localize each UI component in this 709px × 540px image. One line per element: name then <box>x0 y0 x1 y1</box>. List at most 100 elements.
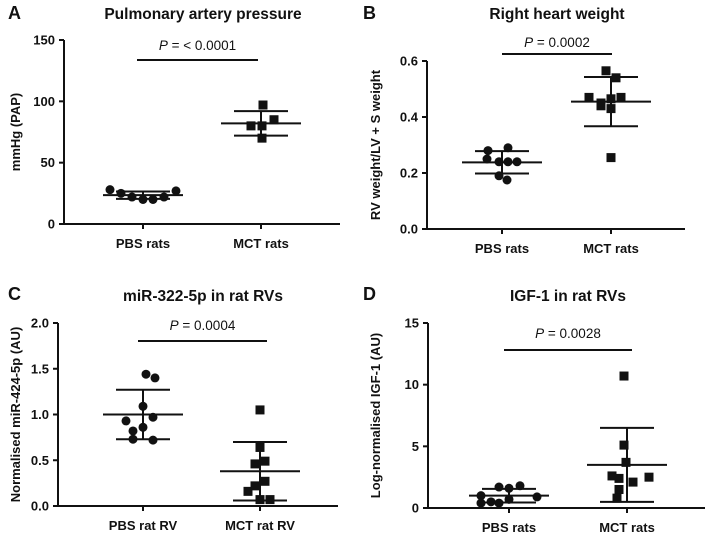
data-point-circle <box>121 416 131 426</box>
data-point-circle <box>150 373 160 383</box>
data-point-square <box>614 485 624 494</box>
chart-title: Pulmonary artery pressure <box>104 6 302 23</box>
data-point-circle <box>494 482 504 492</box>
data-point-circle <box>482 154 492 164</box>
data-point-circle <box>494 157 504 167</box>
x-tick-label: MCT rats <box>233 236 289 251</box>
data-point-circle <box>138 422 148 432</box>
data-point-square <box>255 495 265 505</box>
y-tick-label: 1.5 <box>31 361 49 376</box>
x-tick-label: PBS rats <box>482 520 536 535</box>
y-axis-label: Normalised miR-424-5p (AU) <box>8 327 23 503</box>
data-point-circle <box>171 186 181 196</box>
data-point-square <box>255 405 265 415</box>
data-point-circle <box>504 494 514 504</box>
data-point-square <box>606 104 616 114</box>
data-point-circle <box>532 492 542 502</box>
chart-title: Right heart weight <box>489 6 624 23</box>
data-point-square <box>584 92 594 102</box>
data-point-square <box>258 100 268 110</box>
data-point-circle <box>502 175 512 185</box>
data-point-square <box>606 94 616 104</box>
panel-letter: C <box>8 284 21 304</box>
data-point-square <box>611 73 621 83</box>
y-tick-label: 0.5 <box>31 453 49 468</box>
data-point-circle <box>503 157 513 167</box>
data-point-square <box>606 153 616 163</box>
chart-title: IGF-1 in rat RVs <box>510 288 626 305</box>
y-tick-label: 10 <box>405 377 419 392</box>
y-tick-label: 100 <box>33 94 55 109</box>
data-point-square <box>607 471 617 481</box>
data-point-circle <box>494 498 504 508</box>
x-tick-label: PBS rats <box>475 241 529 256</box>
data-point-square <box>596 98 606 108</box>
data-point-circle <box>138 194 148 204</box>
y-tick-label: 0.6 <box>400 54 418 69</box>
data-point-circle <box>128 426 138 436</box>
p-value-label: P = 0.0028 <box>535 326 601 341</box>
data-point-circle <box>148 412 158 422</box>
y-tick-label: 5 <box>412 439 419 454</box>
data-point-circle <box>105 185 115 195</box>
data-point-circle <box>494 171 504 181</box>
y-axis-label: RV weight/LV + S weight <box>368 69 383 220</box>
data-point-circle <box>515 481 525 491</box>
data-point-circle <box>148 435 158 445</box>
y-tick-label: 2.0 <box>31 316 49 331</box>
p-value-label: P = < 0.0001 <box>159 38 236 53</box>
x-tick-label: MCT rats <box>583 241 639 256</box>
data-point-circle <box>148 194 158 204</box>
data-point-square <box>246 121 256 131</box>
data-point-square <box>619 371 629 381</box>
panel-a: A Pulmonary artery pressure mmHg (PAP) 0 50 1… <box>8 3 340 251</box>
data-point-square <box>644 472 654 482</box>
x-tick-label: PBS rats <box>116 236 170 251</box>
data-point-circle <box>159 192 169 202</box>
y-tick-label: 50 <box>41 155 55 170</box>
data-point-square <box>619 440 629 450</box>
y-tick-label: 0 <box>48 217 55 232</box>
panel-letter: D <box>363 284 376 304</box>
data-point-square <box>612 493 622 503</box>
x-tick-label: MCT rats <box>599 520 655 535</box>
data-point-circle <box>504 483 514 493</box>
x-tick-label: MCT rat RV <box>225 518 295 533</box>
data-point-circle <box>476 498 486 508</box>
p-value-label: P = 0.0004 <box>170 318 236 333</box>
panel-b: B Right heart weight RV weight/LV + S weig… <box>363 3 685 256</box>
data-point-square <box>255 442 265 452</box>
data-point-square <box>616 92 626 102</box>
data-point-circle <box>512 157 522 167</box>
y-axis-label: mmHg (PAP) <box>8 93 23 171</box>
data-point-square <box>621 457 631 467</box>
x-tick-label: PBS rat RV <box>109 518 178 533</box>
data-point-square <box>243 486 253 496</box>
data-point-square <box>257 133 267 143</box>
data-point-square <box>628 477 638 487</box>
y-tick-label: 0.0 <box>400 222 418 237</box>
panel-letter: A <box>8 3 21 23</box>
data-point-circle <box>128 434 138 444</box>
data-point-square <box>250 481 260 491</box>
data-point-circle <box>141 369 151 379</box>
data-point-square <box>260 456 270 466</box>
y-tick-label: 15 <box>405 316 419 331</box>
data-point-circle <box>116 188 126 198</box>
y-tick-label: 0.2 <box>400 166 418 181</box>
data-point-circle <box>127 192 137 202</box>
y-tick-label: 0.4 <box>400 110 419 125</box>
data-point-square <box>265 495 275 505</box>
data-point-circle <box>138 401 148 411</box>
y-tick-label: 150 <box>33 33 55 48</box>
y-tick-label: 0 <box>412 501 419 516</box>
data-point-square <box>269 115 279 125</box>
y-tick-label: 1.0 <box>31 407 49 422</box>
data-point-circle <box>476 491 486 501</box>
chart-title: miR-322-5p in rat RVs <box>123 288 283 305</box>
data-point-circle <box>483 146 493 156</box>
panel-letter: B <box>363 3 376 23</box>
data-point-square <box>614 473 624 483</box>
data-point-square <box>257 121 267 131</box>
